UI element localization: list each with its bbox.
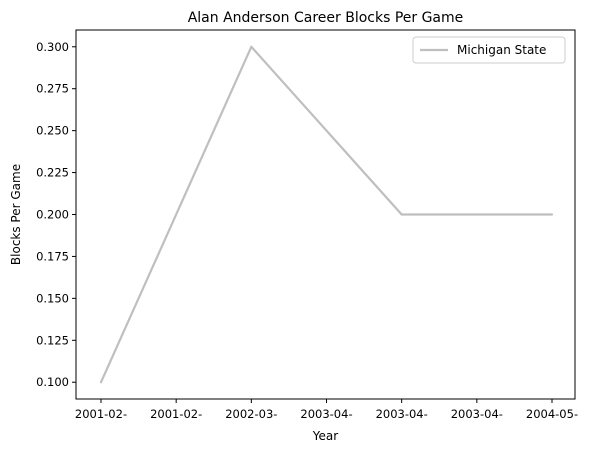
y-axis-label: Blocks Per Game <box>9 164 23 265</box>
x-tick-label: 2003-04- <box>376 407 428 421</box>
data-point <box>99 381 103 384</box>
y-tick-label: 0.125 <box>36 333 69 347</box>
series-line <box>99 45 552 383</box>
data-point <box>250 45 253 48</box>
y-axis: 0.100 0.125 0.150 0.175 0.200 0.225 0.250 0.275… <box>36 40 76 389</box>
data-point <box>400 213 403 216</box>
series-lines <box>99 45 554 384</box>
y-tick-label: 0.100 <box>36 375 69 389</box>
y-tick-label: 0.225 <box>36 166 69 180</box>
x-tick-label: 2003-04- <box>451 407 503 421</box>
x-axis: 2001-02- 2001-02- 2002-03- 2003-04- 2003-04-… <box>75 399 578 421</box>
y-tick-label: 0.275 <box>36 82 69 96</box>
legend: Michigan State <box>412 36 566 64</box>
x-tick-label: 2001-02- <box>75 407 127 421</box>
legend-label: Michigan State <box>457 43 546 57</box>
x-tick-label: 2003-04- <box>300 407 352 421</box>
chart-title: Alan Anderson Career Blocks Per Game <box>188 10 464 26</box>
x-axis-label: Year <box>312 429 338 443</box>
x-tick-label: 2004-05- <box>526 407 578 421</box>
y-tick-label: 0.175 <box>36 249 69 263</box>
y-tick-label: 0.150 <box>36 291 69 305</box>
x-tick-label: 2002-03- <box>225 407 277 421</box>
legend-box <box>412 36 566 64</box>
y-tick-label: 0.200 <box>36 208 69 222</box>
y-tick-label: 0.250 <box>36 124 69 138</box>
x-tick-label: 2001-02- <box>150 407 202 421</box>
y-tick-label: 0.300 <box>36 40 69 54</box>
data-point <box>550 213 554 216</box>
